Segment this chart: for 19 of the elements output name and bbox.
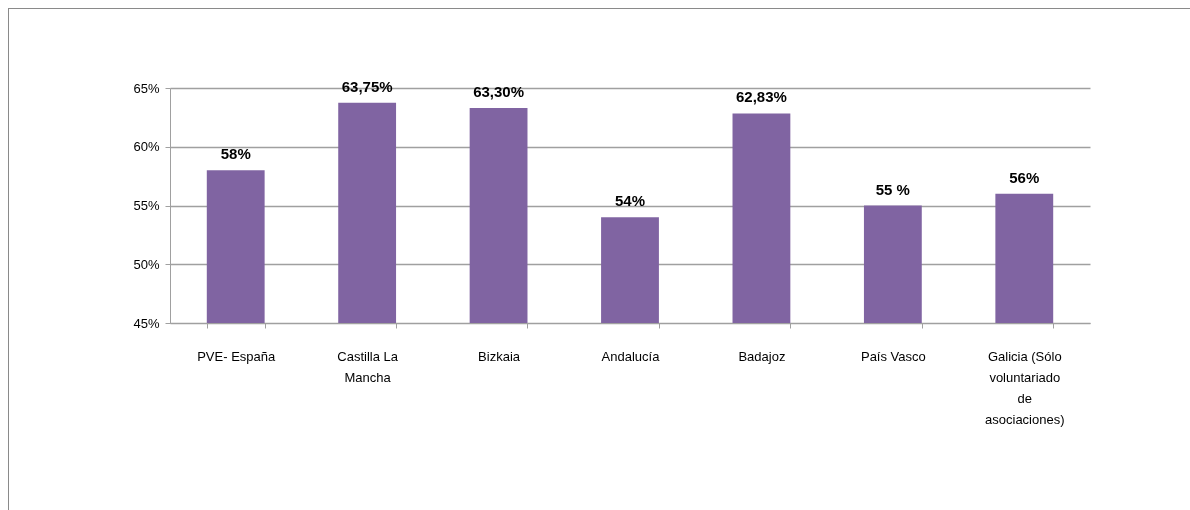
- x-tick-label: Badajoz: [738, 348, 786, 364]
- x-tick-label: País Vasco: [860, 348, 926, 364]
- y-tick-label: 65%: [133, 80, 160, 96]
- data-label: 63,30%: [473, 82, 525, 100]
- y-tick-label: 45%: [133, 315, 160, 331]
- x-tick-label: Castilla La Mancha: [337, 348, 399, 385]
- y-tick-label: 50%: [133, 256, 160, 272]
- x-tick-label: Andalucía: [601, 348, 661, 364]
- data-label: 58%: [220, 145, 251, 163]
- y-tick-label: 60%: [133, 139, 160, 155]
- data-label: 63,75%: [341, 77, 393, 95]
- data-label: 55 %: [875, 180, 910, 198]
- data-label: 56%: [1009, 168, 1040, 186]
- data-label: 54%: [614, 192, 646, 210]
- x-tick-label: PVE- España: [197, 348, 277, 364]
- y-tick-label: 55%: [133, 198, 160, 213]
- x-tick-label: Galicia (Sólo voluntariado de asociaciones): [985, 348, 1065, 427]
- x-tick-label: Bizkaia: [478, 348, 521, 364]
- data-label: 62,83%: [735, 88, 787, 106]
